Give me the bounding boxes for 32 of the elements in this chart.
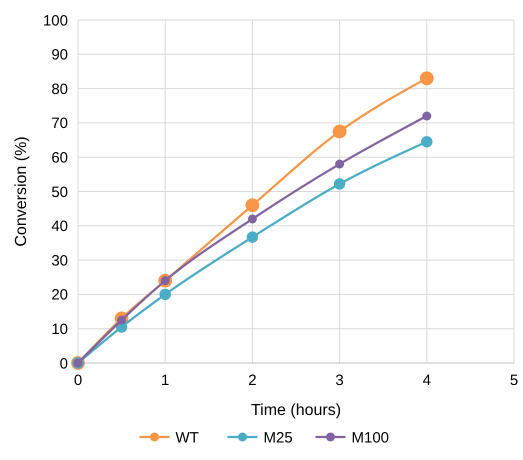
point — [246, 198, 260, 212]
y-tick-label: 10 — [51, 320, 68, 338]
x-tick-label: 5 — [510, 372, 518, 389]
y-tick-label: 80 — [51, 80, 68, 98]
legend-label: WT — [176, 429, 199, 446]
legend-label: M25 — [264, 429, 293, 446]
y-tick-label: 70 — [51, 115, 68, 132]
x-tick-label: 4 — [422, 372, 431, 389]
y-tick-label: 40 — [51, 218, 68, 236]
point — [335, 160, 344, 169]
y-tick-label: 0 — [60, 355, 68, 372]
legend-label: M100 — [352, 429, 390, 446]
x-tick-label: 0 — [74, 372, 82, 389]
point — [332, 124, 346, 138]
point — [421, 136, 432, 148]
y-tick-label: 20 — [51, 286, 68, 304]
point — [160, 288, 171, 300]
y-axis-title: Conversion (%) — [13, 136, 30, 247]
y-tick-label: 100 — [42, 12, 68, 30]
x-tick-label: 2 — [248, 372, 257, 389]
point — [248, 214, 257, 224]
y-tick-label: 60 — [51, 149, 68, 166]
point — [334, 178, 346, 190]
y-tick-label: 90 — [51, 46, 68, 64]
y-tick-label: 30 — [51, 252, 68, 270]
x-tick-label: 3 — [335, 372, 344, 389]
point — [422, 112, 432, 121]
x-axis-title: Time (hours) — [250, 402, 342, 419]
point — [420, 71, 434, 86]
point — [246, 231, 258, 243]
y-tick-label: 50 — [51, 184, 68, 201]
x-tick-label: 1 — [161, 372, 170, 389]
